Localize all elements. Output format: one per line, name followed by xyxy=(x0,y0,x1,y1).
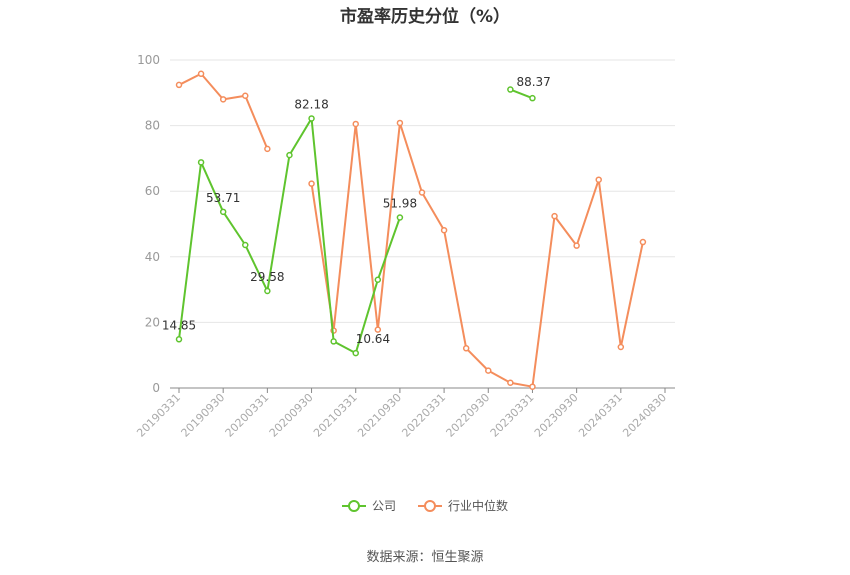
industry-median-line-segment xyxy=(310,121,644,388)
data-label: 10.64 xyxy=(356,332,390,346)
industry-median-point xyxy=(529,383,536,390)
company-point xyxy=(396,214,404,221)
industry-median-point xyxy=(264,145,271,153)
x-tick-label: 20210930 xyxy=(355,391,404,440)
y-tick-label: 100 xyxy=(137,53,160,67)
industry-median-point xyxy=(352,120,359,128)
data-label: 14.85 xyxy=(162,318,196,332)
legend: 公司 行业中位数 xyxy=(0,497,850,514)
company-point xyxy=(242,241,249,249)
legend-marker-company xyxy=(341,499,366,513)
industry-median-point xyxy=(418,189,426,196)
industry-median-point xyxy=(374,326,382,333)
legend-item-industry-median[interactable]: 行业中位数 xyxy=(418,497,508,514)
industry-median-point xyxy=(551,212,558,220)
legend-label-company: 公司 xyxy=(371,499,396,513)
chart-title: 市盈率历史分位（%） xyxy=(339,7,511,27)
company-point xyxy=(286,151,293,159)
company-point xyxy=(529,94,536,102)
data-label: 29.58 xyxy=(250,270,284,284)
company-point xyxy=(330,338,337,345)
x-tick-label: 20220331 xyxy=(399,391,448,440)
x-tick-label: 20200930 xyxy=(267,391,316,440)
company-line-segment xyxy=(509,88,533,100)
y-tick-label: 80 xyxy=(145,119,160,133)
company-point xyxy=(507,86,514,93)
data-label: 51.98 xyxy=(383,197,417,211)
industry-median-point xyxy=(485,367,492,374)
data-source: 数据来源：恒生聚源 xyxy=(366,550,484,565)
company-point xyxy=(264,287,271,295)
y-tick-label: 40 xyxy=(145,250,160,264)
y-tick-label: 20 xyxy=(145,315,160,329)
company-point xyxy=(175,336,183,343)
x-tick-label: 20230930 xyxy=(532,391,581,440)
data-label: 53.71 xyxy=(206,191,240,205)
x-tick-label: 20200331 xyxy=(223,391,272,440)
company-point xyxy=(352,349,359,357)
industry-median-point xyxy=(573,242,580,249)
company-point xyxy=(219,208,227,216)
x-tick-label: 20240830 xyxy=(620,391,669,440)
company-point xyxy=(197,159,205,166)
industry-median-point xyxy=(440,226,448,234)
industry-median-point xyxy=(595,176,602,183)
industry-median-point xyxy=(462,345,470,352)
company-point xyxy=(308,115,315,122)
x-tick-label: 20240331 xyxy=(576,391,625,440)
x-tick-label: 20210331 xyxy=(311,391,360,440)
legend-label-industry-median: 行业中位数 xyxy=(448,499,509,513)
industry-median-point xyxy=(219,96,227,103)
industry-median-point xyxy=(507,379,514,387)
industry-median-point xyxy=(308,180,315,187)
industry-median-line-segment xyxy=(178,72,269,150)
industry-median-point xyxy=(396,119,404,127)
legend-item-company[interactable]: 公司 xyxy=(341,497,396,514)
data-label: 88.37 xyxy=(516,75,550,89)
industry-median-point xyxy=(617,343,625,351)
x-tick-label: 20220930 xyxy=(444,391,493,440)
x-tick-label: 20190331 xyxy=(134,391,183,440)
industry-median-point xyxy=(242,92,249,100)
legend-marker-industry-median xyxy=(418,499,442,513)
y-tick-label: 0 xyxy=(152,381,160,395)
company-point xyxy=(374,276,382,284)
x-tick-label: 20190930 xyxy=(179,391,228,440)
x-tick-label: 20230331 xyxy=(488,391,537,440)
data-label: 82.18 xyxy=(294,97,328,111)
industry-median-point xyxy=(175,81,183,89)
industry-median-point xyxy=(639,238,647,246)
industry-median-point xyxy=(197,70,205,78)
y-tick-label: 60 xyxy=(145,184,160,198)
